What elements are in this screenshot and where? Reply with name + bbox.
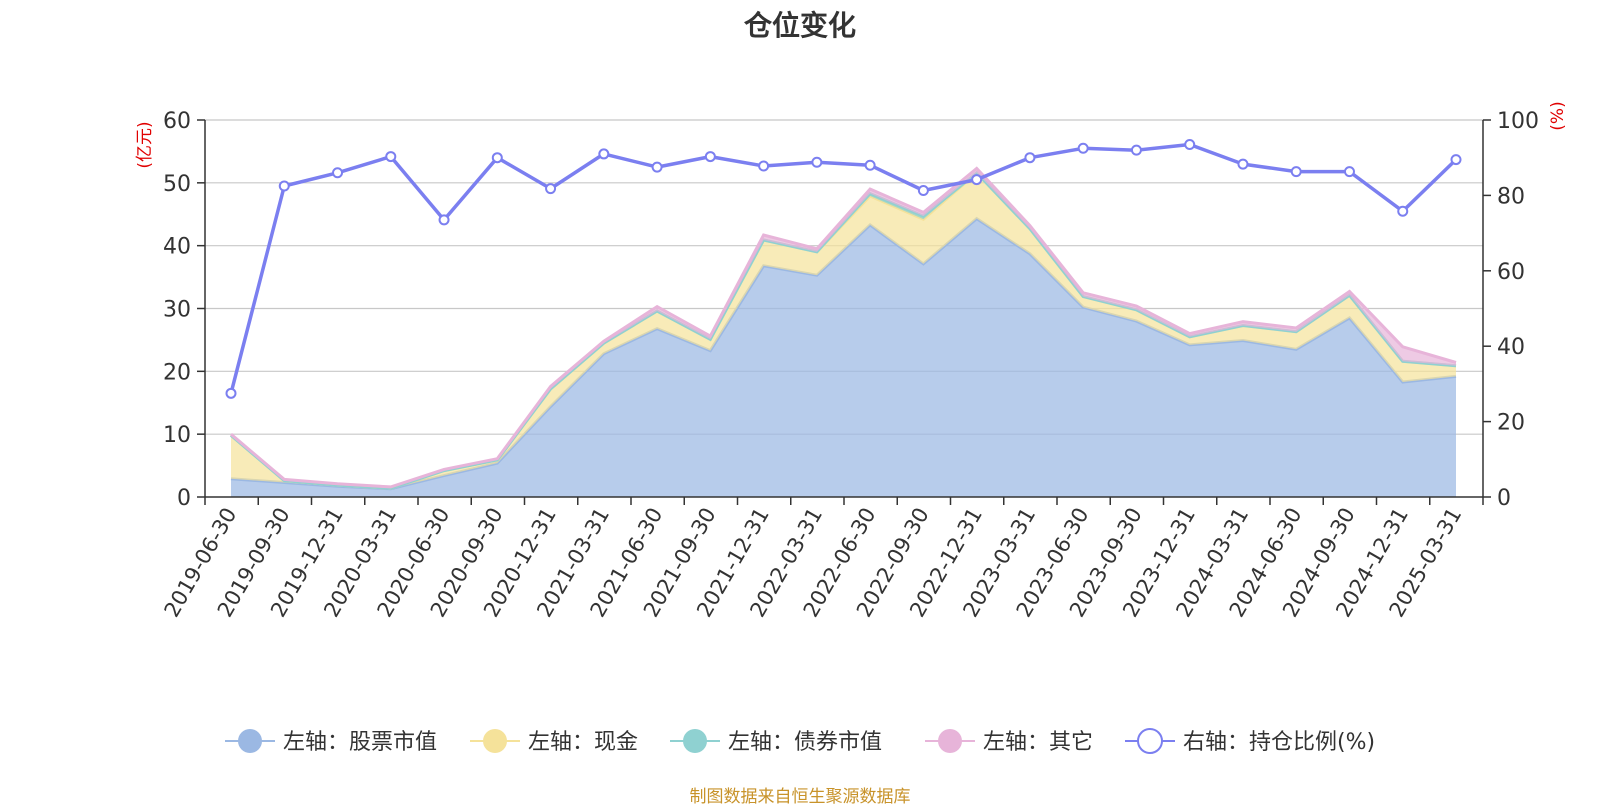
legend-label: 右轴：持仓比例(%) <box>1183 730 1375 755</box>
ratio-point <box>332 167 344 179</box>
legend-label: 左轴：现金 <box>528 730 638 755</box>
ratio-line <box>225 139 1462 399</box>
axes: 0 10 20 30 40 50 60 0 20 40 60 80 100 <box>163 109 1539 511</box>
area-1 <box>231 218 1456 497</box>
ratio-point <box>385 151 397 163</box>
ratio-point <box>1290 166 1302 178</box>
ratio-point <box>704 151 716 163</box>
ratio-point <box>971 174 983 186</box>
x-axis-ticks: 2019-06-302019-09-302019-12-312020-03-31… <box>160 503 1467 621</box>
left-tick-label: 10 <box>163 423 191 448</box>
area-edge-4 <box>230 166 1457 489</box>
ratio-point <box>598 148 610 160</box>
ratio-point <box>1024 152 1036 164</box>
ratio-point <box>811 156 823 168</box>
left-tick-label: 40 <box>163 235 191 260</box>
ratio-point <box>651 161 663 173</box>
ratio-point <box>1237 158 1249 170</box>
ratio-point <box>1077 142 1089 154</box>
right-tick-label: 0 <box>1497 486 1511 511</box>
left-axis-unit: (亿元) <box>135 121 155 168</box>
legend-label: 左轴：债券市值 <box>728 730 882 755</box>
left-tick-label: 0 <box>177 486 191 511</box>
legend-marker <box>238 729 262 753</box>
ratio-point <box>1184 139 1196 151</box>
right-tick-label: 60 <box>1497 260 1525 285</box>
left-tick-label: 60 <box>163 109 191 134</box>
ratio-point <box>278 180 290 192</box>
left-tick-label: 30 <box>163 298 191 323</box>
right-tick-label: 20 <box>1497 411 1525 436</box>
area-2 <box>231 172 1456 489</box>
legend: 左轴：股票市值 左轴：现金 左轴：债券市值 左轴：其它 右轴：持仓比例(%) <box>225 728 1375 755</box>
legend-label: 左轴：其它 <box>983 730 1093 755</box>
legend-marker <box>683 729 707 753</box>
ratio-point <box>545 183 557 195</box>
left-tick-label: 50 <box>163 172 191 197</box>
ratio-point <box>225 387 237 399</box>
ratio-line-path <box>229 142 1458 394</box>
ratio-point <box>758 160 770 172</box>
ratio-point <box>1343 166 1355 178</box>
chart-title: 仓位变化 <box>743 9 856 42</box>
ratio-point <box>438 214 450 226</box>
ratio-point <box>1130 144 1142 156</box>
right-tick-label: 80 <box>1497 184 1525 209</box>
legend-marker <box>1137 728 1163 754</box>
ratio-point <box>1450 154 1462 166</box>
source-note: 制图数据来自恒生聚源数据库 <box>689 787 911 807</box>
ratio-point <box>1397 205 1409 217</box>
right-axis-unit: (%) <box>1548 101 1568 130</box>
legend-marker <box>483 729 507 753</box>
right-tick-label: 100 <box>1497 109 1539 134</box>
legend-label: 左轴：股票市值 <box>283 730 437 755</box>
ratio-point <box>491 152 503 164</box>
stacked-areas <box>230 166 1457 497</box>
left-tick-label: 20 <box>163 360 191 385</box>
ratio-point <box>864 159 876 171</box>
right-tick-label: 40 <box>1497 335 1525 360</box>
legend-marker <box>938 729 962 753</box>
ratio-point <box>917 184 929 196</box>
